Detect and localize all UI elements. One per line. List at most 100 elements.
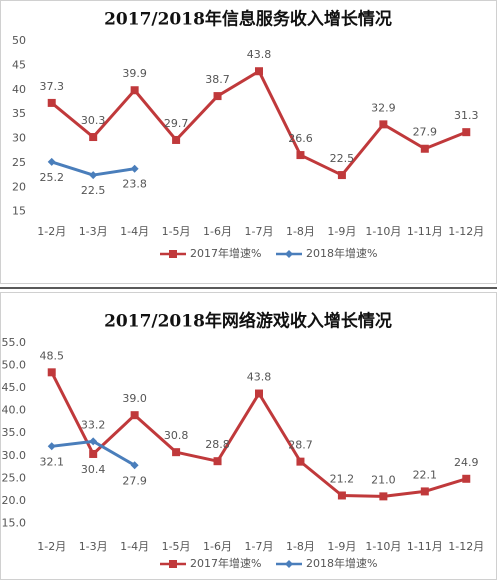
y-tick-label: 30.0: [2, 449, 27, 462]
panel-frame: [0, 0, 497, 284]
data-label: 30.8: [164, 429, 189, 442]
data-label: 30.3: [81, 114, 106, 127]
data-label: 37.3: [39, 80, 64, 93]
chart-title: 2017/2018年网络游戏收入增长情况: [104, 311, 392, 332]
data-point: [255, 67, 263, 76]
data-label: 25.2: [39, 171, 64, 184]
data-point: [47, 442, 56, 451]
y-tick-label: 15: [12, 205, 26, 218]
y-tick-label: 40.0: [2, 404, 27, 417]
x-tick-label: 1-8月: [286, 540, 315, 553]
legend-label: 2017年增速%: [190, 556, 261, 570]
data-label: 21.2: [330, 472, 355, 485]
x-tick-label: 1-4月: [120, 225, 149, 238]
y-tick-label: 20.0: [2, 494, 27, 507]
data-label: 29.7: [164, 117, 189, 130]
x-tick-label: 1-4月: [120, 540, 149, 553]
x-tick-label: 1-11月: [407, 225, 443, 238]
data-point: [255, 389, 263, 398]
legend-marker: [285, 250, 293, 258]
data-point: [379, 492, 388, 501]
x-tick-label: 1-2月: [37, 540, 66, 553]
data-point: [337, 491, 346, 500]
data-label: 27.9: [413, 126, 438, 139]
data-label: 32.1: [39, 455, 64, 468]
data-label: 39.9: [122, 67, 147, 80]
x-tick-label: 1-12月: [448, 225, 484, 238]
data-point: [379, 120, 388, 129]
data-point: [47, 368, 56, 377]
data-label: 30.4: [81, 463, 106, 476]
x-tick-label: 1-3月: [79, 540, 108, 553]
y-tick-label: 25.0: [2, 471, 27, 484]
data-point: [89, 133, 98, 142]
x-tick-label: 1-9月: [327, 540, 356, 553]
data-label: 31.3: [454, 109, 479, 122]
x-tick-label: 1-8月: [286, 225, 315, 238]
x-tick-label: 1-9月: [327, 225, 356, 238]
data-point: [420, 487, 429, 496]
data-point: [130, 164, 139, 173]
x-tick-label: 1-10月: [365, 540, 401, 553]
x-tick-label: 1-12月: [448, 540, 484, 553]
data-label: 39.0: [122, 392, 147, 405]
data-point: [47, 98, 56, 107]
legend-marker: [169, 560, 177, 568]
data-label: 48.5: [39, 349, 64, 362]
x-tick-label: 1-3月: [79, 225, 108, 238]
data-label: 38.7: [205, 73, 230, 86]
y-tick-label: 40: [12, 83, 26, 96]
data-label: 22.5: [330, 152, 355, 165]
y-tick-label: 35.0: [2, 426, 27, 439]
data-point: [462, 128, 471, 137]
y-tick-label: 30: [12, 132, 26, 145]
y-tick-label: 50: [12, 34, 26, 47]
y-tick-label: 35: [12, 107, 26, 120]
chart-title: 2017/2018年信息服务收入增长情况: [104, 9, 392, 30]
data-label: 43.8: [247, 48, 272, 61]
data-point: [89, 171, 98, 180]
legend-marker: [169, 250, 177, 258]
data-label: 26.6: [288, 132, 313, 145]
panel-frame: [0, 292, 497, 580]
data-label: 28.8: [205, 438, 230, 451]
data-label: 21.0: [371, 473, 396, 486]
data-point: [296, 457, 305, 466]
data-point: [89, 449, 98, 458]
data-label: 33.2: [81, 418, 106, 431]
legend-marker: [285, 560, 293, 568]
y-tick-label: 25: [12, 156, 26, 169]
x-tick-label: 1-7月: [245, 540, 274, 553]
data-point: [337, 171, 346, 180]
y-tick-label: 45.0: [2, 381, 27, 394]
x-tick-label: 1-6月: [203, 225, 232, 238]
data-label: 22.5: [81, 184, 106, 197]
data-point: [296, 151, 305, 160]
data-point: [130, 411, 139, 420]
y-tick-label: 50.0: [2, 359, 27, 372]
data-point: [47, 157, 56, 166]
x-tick-label: 1-11月: [407, 540, 443, 553]
data-point: [420, 144, 429, 153]
y-tick-label: 20: [12, 180, 26, 193]
data-label: 24.9: [454, 456, 479, 469]
data-point: [172, 448, 181, 457]
legend-label: 2017年增速%: [190, 246, 261, 260]
data-label: 28.7: [288, 439, 313, 452]
data-point: [172, 135, 181, 144]
data-label: 22.1: [413, 468, 438, 481]
data-label: 32.9: [371, 101, 396, 114]
data-point: [130, 86, 139, 95]
data-point: [130, 461, 139, 470]
x-tick-label: 1-5月: [162, 540, 191, 553]
data-label: 27.9: [122, 474, 147, 487]
data-point: [462, 474, 471, 483]
data-label: 23.8: [122, 178, 147, 191]
data-point: [213, 92, 222, 101]
series-line: [50, 69, 467, 177]
x-tick-label: 1-5月: [162, 225, 191, 238]
y-tick-label: 15.0: [2, 516, 27, 529]
x-tick-label: 1-7月: [245, 225, 274, 238]
legend-label: 2018年增速%: [306, 556, 377, 570]
